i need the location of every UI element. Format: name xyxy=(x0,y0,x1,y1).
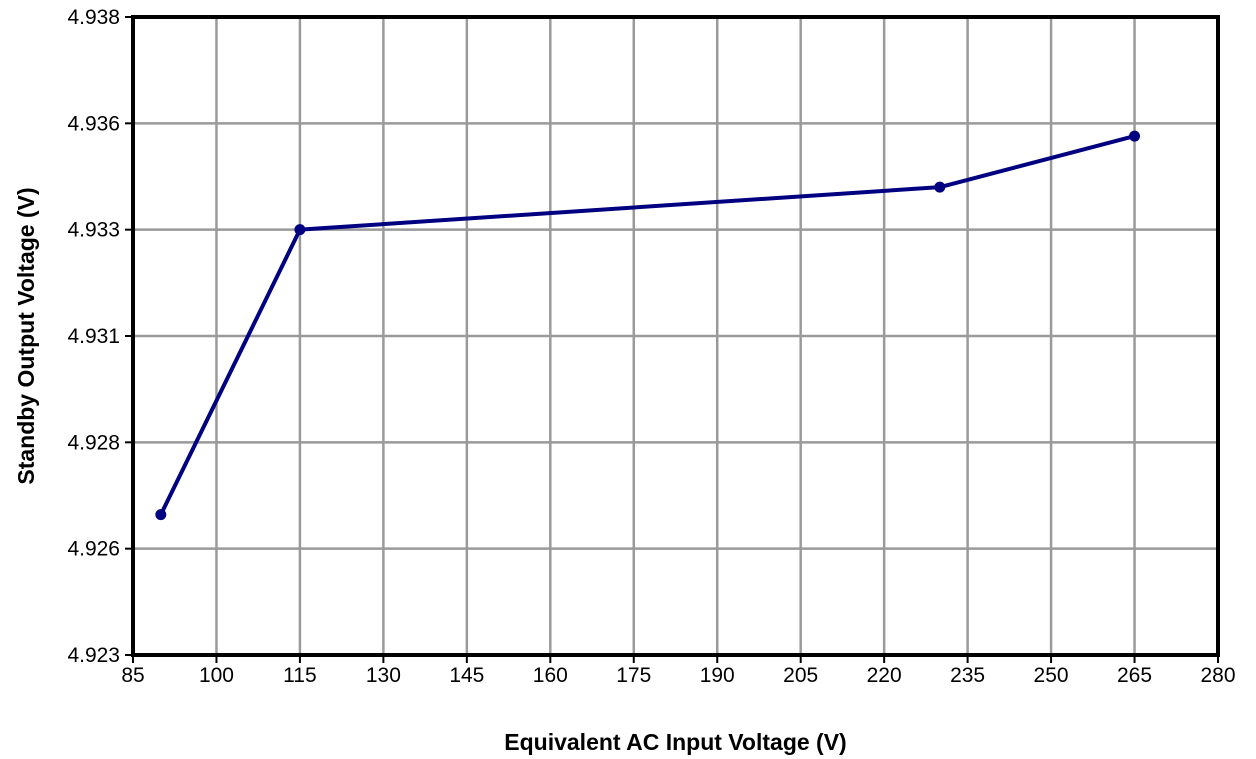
x-axis-tick-labels: 85 100 115 130 145 160 175 190 205 220 235 250 265 28… xyxy=(121,664,1235,687)
y-tick-label: 4.933 xyxy=(67,219,120,242)
series-line xyxy=(159,134,1136,516)
x-tick-label: 130 xyxy=(366,664,401,687)
x-tick-label: 280 xyxy=(1200,664,1235,687)
y-tick-label: 4.931 xyxy=(67,325,120,348)
data-point xyxy=(934,181,946,193)
axis-ticks xyxy=(125,16,1219,663)
x-tick-label: 265 xyxy=(1117,664,1152,687)
x-tick-label: 160 xyxy=(533,664,568,687)
x-tick-label: 115 xyxy=(283,664,316,687)
y-tick-label: 4.928 xyxy=(67,431,120,454)
x-tick-label: 190 xyxy=(700,664,735,687)
y-tick-label: 4.923 xyxy=(67,644,120,667)
series-layer xyxy=(155,130,1141,521)
data-point xyxy=(294,224,306,236)
x-tick-label: 205 xyxy=(783,664,818,687)
x-tick-label: 235 xyxy=(950,664,985,687)
x-tick-label: 220 xyxy=(867,664,902,687)
y-axis-tick-labels: 4.923 4.926 4.928 4.931 4.933 4.936 4.938 xyxy=(67,6,120,667)
y-axis-title: Standby Output Voltage (V) xyxy=(13,187,39,484)
y-tick-label: 4.926 xyxy=(67,538,120,561)
grid-lines xyxy=(133,17,1218,655)
data-point xyxy=(155,509,167,521)
x-tick-label: 100 xyxy=(199,664,234,687)
y-tick-label: 4.938 xyxy=(67,6,120,29)
x-tick-label: 250 xyxy=(1034,664,1069,687)
data-point xyxy=(1129,130,1141,142)
x-axis-title: Equivalent AC Input Voltage (V) xyxy=(504,729,846,755)
x-tick-label: 175 xyxy=(616,664,651,687)
y-tick-label: 4.936 xyxy=(67,112,120,135)
x-tick-label: 85 xyxy=(121,664,144,687)
x-tick-label: 145 xyxy=(449,664,484,687)
